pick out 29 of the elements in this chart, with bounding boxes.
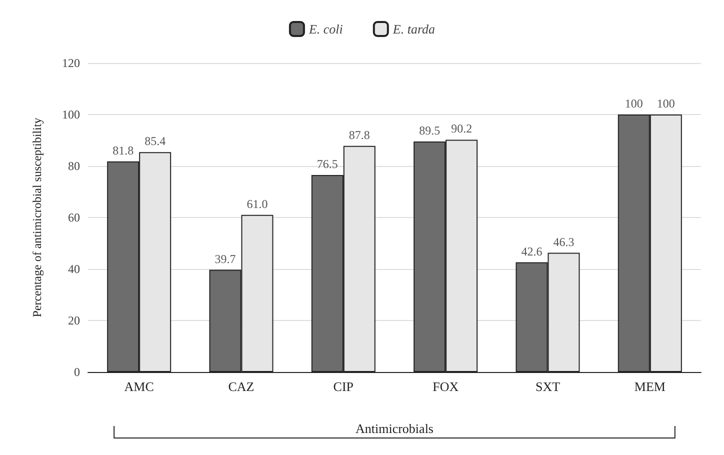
data-label: 76.5	[316, 157, 338, 172]
y-tick-label: 20	[68, 314, 80, 328]
legend-label: E. tarda	[392, 22, 436, 36]
y-tick-label: 80	[68, 159, 80, 173]
data-label: 61.0	[246, 196, 268, 211]
y-tick-label: 0	[74, 365, 80, 379]
data-label: 42.6	[521, 244, 542, 258]
data-label: 85.4	[144, 134, 166, 148]
data-label: 100	[656, 96, 675, 110]
y-tick-label: 60	[68, 210, 80, 224]
x-tick-label: CIP	[333, 379, 354, 394]
x-tick-label: CAZ	[228, 379, 254, 394]
legend-label: E. coli	[308, 22, 344, 36]
y-axis-title: Percentage of antimicrobial susceptibility	[30, 118, 44, 318]
x-tick-label: FOX	[432, 379, 460, 394]
data-label: 39.7	[214, 252, 236, 266]
x-tick-label: MEM	[634, 379, 666, 394]
data-label: 81.8	[112, 143, 134, 158]
y-tick-label: 120	[62, 56, 80, 70]
data-label: 46.3	[553, 234, 574, 249]
data-label: 87.8	[348, 128, 370, 142]
x-axis-title: Antimicrobials	[356, 421, 434, 436]
y-tick-label: 40	[68, 262, 80, 276]
data-label: 89.5	[419, 124, 440, 138]
data-label: 90.2	[451, 122, 472, 136]
y-tick-label: 100	[62, 108, 80, 122]
x-tick-label: AMC	[124, 379, 154, 394]
data-label: 100	[624, 96, 643, 110]
x-tick-label: SXT	[535, 379, 560, 394]
